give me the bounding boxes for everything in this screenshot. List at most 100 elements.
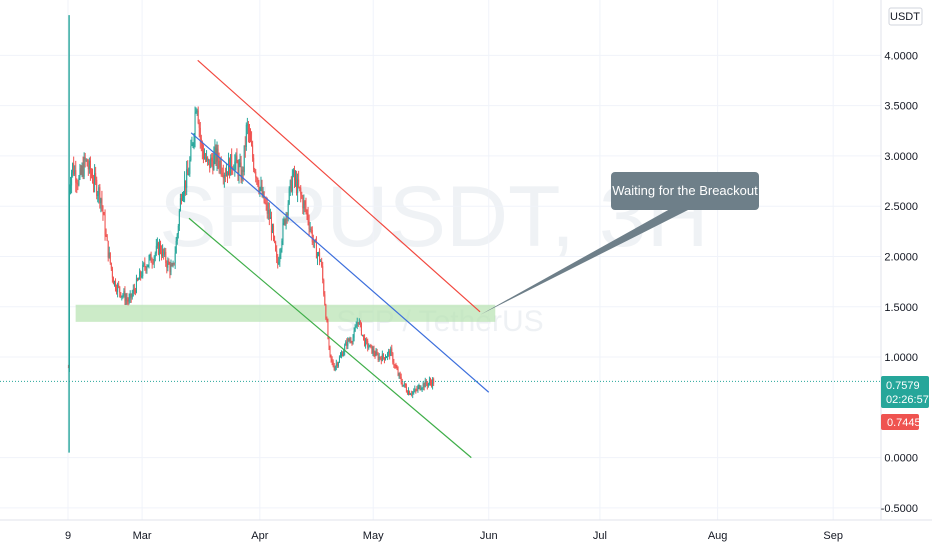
candle-body xyxy=(107,240,109,258)
candle-body xyxy=(289,180,291,189)
candle-body xyxy=(154,253,156,257)
candle-body xyxy=(179,198,181,211)
candle-body xyxy=(337,362,339,366)
candle-body xyxy=(132,288,134,294)
candle-body xyxy=(300,188,302,195)
candle-body xyxy=(102,206,104,215)
candle-body xyxy=(393,362,395,366)
candle-body xyxy=(175,240,177,254)
candle-body xyxy=(386,356,388,359)
candle-body xyxy=(394,365,396,367)
candle-body xyxy=(98,187,100,195)
support-zone xyxy=(75,304,496,322)
candle-body xyxy=(306,210,308,213)
candle-body xyxy=(253,157,255,170)
candle-body xyxy=(110,262,112,269)
candle-body xyxy=(149,254,151,258)
candle-body xyxy=(390,348,392,356)
callout-pointer xyxy=(480,209,690,315)
candle-body xyxy=(413,391,415,393)
support-zone-layer xyxy=(75,304,496,322)
candle-body xyxy=(297,179,299,193)
currency-badge[interactable] xyxy=(888,7,923,26)
candle-body xyxy=(262,191,264,197)
candle-body xyxy=(138,279,140,281)
candle-body xyxy=(74,170,76,175)
candle-body xyxy=(243,145,245,173)
x-tick-label: May xyxy=(363,530,384,542)
price-axis-ticks: 4.0000 3.5000 3.0000 2.5000 2.0000 1.5000 1.00… xyxy=(881,50,918,515)
candle-body xyxy=(76,182,78,184)
candle-body xyxy=(224,175,226,177)
candle-body xyxy=(92,175,94,183)
candle-body xyxy=(124,291,126,302)
candle-body xyxy=(280,249,282,255)
candle-body xyxy=(237,163,239,176)
annotation-callout[interactable]: Waiting for the Breackout xyxy=(480,172,759,315)
candle-body xyxy=(183,193,185,198)
trend-lines-layer[interactable] xyxy=(188,59,490,459)
candle-body xyxy=(345,341,347,346)
candle-body xyxy=(296,177,298,193)
candle-body xyxy=(421,388,423,390)
candle-body xyxy=(252,145,254,158)
candle-body xyxy=(270,216,272,233)
candle-body xyxy=(357,322,359,325)
candle-body xyxy=(315,241,317,259)
candle-body xyxy=(284,219,286,225)
candle-body xyxy=(285,214,287,225)
candle-body xyxy=(290,180,292,192)
candle-body xyxy=(225,171,227,176)
candle-body xyxy=(340,355,341,358)
time-axis[interactable]: 9 Mar Apr May Jun Jul Aug Sep xyxy=(0,519,932,542)
candle-body xyxy=(281,240,283,250)
candle-body xyxy=(141,276,143,278)
candle-body xyxy=(400,376,402,383)
candle-body xyxy=(157,243,159,255)
candle-body xyxy=(73,163,75,175)
y-tick-label: 2.5000 xyxy=(884,201,918,213)
candle-body xyxy=(143,263,145,265)
candle-body xyxy=(228,159,230,176)
candle-body xyxy=(88,160,90,170)
candle-body xyxy=(324,294,326,305)
candle-body xyxy=(350,340,352,342)
candle-body xyxy=(338,357,340,363)
candle-body xyxy=(331,359,333,362)
candle-body xyxy=(210,157,212,168)
candle-body xyxy=(271,225,273,233)
candle-body xyxy=(192,143,194,145)
candle-body xyxy=(169,264,171,273)
candle-body xyxy=(177,225,179,235)
price-axis[interactable]: 4.0000 3.5000 3.0000 2.5000 2.0000 1.5000 1.00… xyxy=(880,0,929,520)
candle-body xyxy=(238,164,240,176)
candle-body xyxy=(156,243,158,246)
candle-body xyxy=(424,380,426,388)
candle-body xyxy=(125,298,127,302)
candle-body xyxy=(363,334,365,337)
candle-body xyxy=(222,174,224,179)
candle-body xyxy=(432,379,434,386)
candle-body xyxy=(387,352,389,357)
candle-body xyxy=(151,262,153,264)
candle-body xyxy=(287,203,289,216)
x-tick-label: Jun xyxy=(480,530,498,542)
candle-body xyxy=(229,159,231,176)
candle-body xyxy=(70,185,72,189)
candle-body xyxy=(397,369,399,376)
candle-body xyxy=(144,263,146,268)
candle-body xyxy=(165,251,167,263)
candle-body xyxy=(433,379,435,384)
candle-body xyxy=(356,322,358,326)
x-tick-label: Aug xyxy=(708,530,728,542)
candle-body xyxy=(398,373,400,376)
candle-body xyxy=(283,219,285,223)
candle-body xyxy=(94,173,96,185)
y-tick-label: 3.0000 xyxy=(884,151,918,163)
candle-body xyxy=(410,394,412,396)
candle-body xyxy=(369,344,371,348)
candle-body xyxy=(378,356,380,360)
candle-body xyxy=(189,160,191,174)
candle-body xyxy=(160,243,162,252)
